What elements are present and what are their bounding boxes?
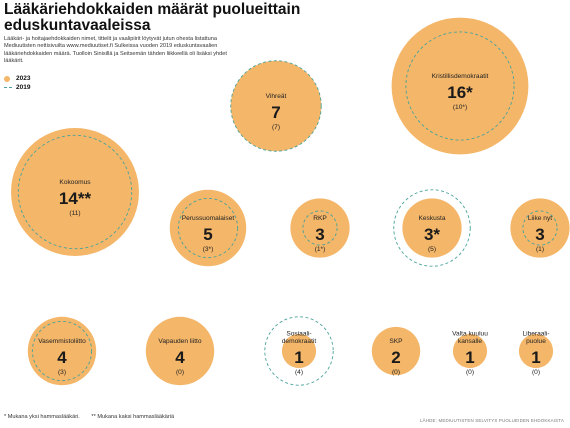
value-2019-rkp: (1*) <box>315 246 326 253</box>
bubble-2019-vasemmistoliitto <box>31 320 93 382</box>
party-name-keskusta: Keskusta <box>418 215 445 222</box>
value-2023-vasemmistoliitto: 4 <box>57 348 67 367</box>
bubble-2023-kristillisdemokraatit <box>391 17 529 155</box>
value-2019-sosiaali-demokraatit: (4) <box>295 369 303 376</box>
legend: 2023 2019 <box>4 74 30 92</box>
value-2019-vihreät: (7) <box>272 124 280 131</box>
bubble-2023-keskusta <box>402 198 462 258</box>
bubble-2023-valta-kuuluu-kansalle <box>452 333 488 369</box>
bubble-2023-vasemmistoliitto <box>27 316 97 386</box>
bubble-2023-kokoomus <box>11 128 139 256</box>
bubble-2023-sosiaali-demokraatit <box>281 333 317 369</box>
bubble-2019-vihreät <box>230 60 322 152</box>
party-sosiaali-demokraatit: Sosiaali-demokraatit 1 (4) <box>264 316 334 386</box>
value-2023-sosiaali-demokraatit: 1 <box>294 348 303 367</box>
value-2023-vihreät: 7 <box>271 103 280 122</box>
party-vasemmistoliitto: Vasemmistoliitto 4 (3) <box>27 316 97 386</box>
party-kokoomus: Kokoomus 14** (11) <box>11 128 139 256</box>
source-credit: LÄHDE: MEDIUUTISTEN SELVITYS PUOLUEIDEN … <box>420 418 564 423</box>
value-2019-liike-nyt: (1) <box>536 246 544 253</box>
legend-label-2019: 2019 <box>16 84 31 91</box>
bubble-2023-skp <box>371 326 421 376</box>
bubble-2019-keskusta <box>393 189 471 267</box>
value-2019-keskusta: (5) <box>428 246 436 253</box>
bubble-2019-rkp <box>302 210 338 246</box>
value-2019-liberaali-puolue: (0) <box>532 369 540 376</box>
value-2023-vapauden-liitto: 4 <box>175 348 185 367</box>
bubble-2023-rkp <box>290 198 350 258</box>
party-keskusta: Keskusta 3* (5) <box>393 189 471 267</box>
footnote-single-dentist: * Mukana yksi hammaslääkäri. <box>4 414 80 420</box>
footnote-two-dentists: ** Mukana kaksi hammaslääkäriä <box>91 414 175 420</box>
party-name-vapauden-liitto: Vapauden liitto <box>158 338 201 345</box>
party-valta-kuuluu-kansalle: Valta kuuluu kansalle 1 (0) <box>452 331 488 377</box>
value-2023-perussuomalaiset: 5 <box>203 225 212 244</box>
value-2019-skp: (0) <box>392 369 400 376</box>
party-name-rkp: RKP <box>313 215 327 222</box>
filled-circle-icon <box>4 75 10 82</box>
intro-text: Lääkäri- ja hoitajaehdokkaiden nimet, ti… <box>4 36 227 65</box>
value-2019-kokoomus: (11) <box>69 210 80 217</box>
party-name-vihreät: Vihreät <box>266 93 287 100</box>
party-name-kokoomus: Kokoomus <box>59 179 91 186</box>
bubble-2019-perussuomalaiset <box>177 197 239 259</box>
bubble-2019-liike-nyt <box>522 210 558 246</box>
party-liberaali-puolue: Liberaali-puolue 1 (0) <box>518 331 554 376</box>
party-name-sosiaali-demokraatit: Sosiaali-demokraatit <box>282 331 317 346</box>
bubble-2023-liike-nyt <box>510 198 570 258</box>
party-liike-nyt: Liike nyt 3 (1) <box>510 198 570 258</box>
party-name-kristillisdemokraatit: Kristillisdemokraatit <box>432 73 489 80</box>
party-kristillisdemokraatit: Kristillisdemokraatit 16* (10*) <box>391 17 529 155</box>
value-2023-keskusta: 3* <box>424 225 440 244</box>
dashed-line-icon <box>4 87 12 88</box>
value-2019-vapauden-liitto: (0) <box>176 369 184 376</box>
party-skp: SKP 2 (0) <box>371 326 421 376</box>
bubble-2019-kokoomus <box>17 134 133 250</box>
bubble-2023-vihreät <box>230 60 322 152</box>
bubble-2019-sosiaali-demokraatit <box>264 316 334 386</box>
party-perussuomalaiset: Perussuomalaiset 5 (3*) <box>169 189 247 267</box>
value-2023-rkp: 3 <box>315 225 324 244</box>
value-2019-kristillisdemokraatit: (10*) <box>453 104 467 111</box>
value-2023-kokoomus: 14** <box>59 189 92 208</box>
bubble-2019-kristillisdemokraatit <box>405 31 515 141</box>
legend-item-2019: 2019 <box>4 83 30 92</box>
bubble-2023-vapauden-liitto <box>145 316 215 386</box>
chart-title: Lääkäriehdokkaiden määrät puolueittain e… <box>4 1 301 34</box>
value-2023-liberaali-puolue: 1 <box>531 348 540 367</box>
bubble-2023-perussuomalaiset <box>169 189 247 267</box>
party-name-liberaali-puolue: Liberaali-puolue <box>522 331 549 346</box>
value-2019-vasemmistoliitto: (3) <box>58 369 66 376</box>
value-2019-perussuomalaiset: (3*) <box>203 246 214 253</box>
party-name-liike-nyt: Liike nyt <box>528 215 552 222</box>
value-2023-kristillisdemokraatit: 16* <box>447 83 473 102</box>
legend-label-2023: 2023 <box>16 75 31 82</box>
footnotes: * Mukana yksi hammaslääkäri. ** Mukana k… <box>4 414 184 420</box>
party-name-vasemmistoliitto: Vasemmistoliitto <box>38 338 86 345</box>
value-2023-skp: 2 <box>391 348 400 367</box>
party-name-valta-kuuluu-kansalle: Valta kuuluu kansalle <box>452 331 488 346</box>
value-2023-valta-kuuluu-kansalle: 1 <box>465 348 474 367</box>
value-2023-liike-nyt: 3 <box>535 225 544 244</box>
party-name-perussuomalaiset: Perussuomalaiset <box>182 215 235 222</box>
value-2019-valta-kuuluu-kansalle: (0) <box>466 369 474 376</box>
party-rkp: RKP 3 (1*) <box>290 198 350 258</box>
party-vihreät: Vihreät 7 (7) <box>230 60 322 152</box>
party-name-skp: SKP <box>389 338 403 345</box>
bubble-2023-liberaali-puolue <box>518 333 554 369</box>
party-vapauden-liitto: Vapauden liitto 4 (0) <box>145 316 215 386</box>
legend-item-2023: 2023 <box>4 74 30 83</box>
